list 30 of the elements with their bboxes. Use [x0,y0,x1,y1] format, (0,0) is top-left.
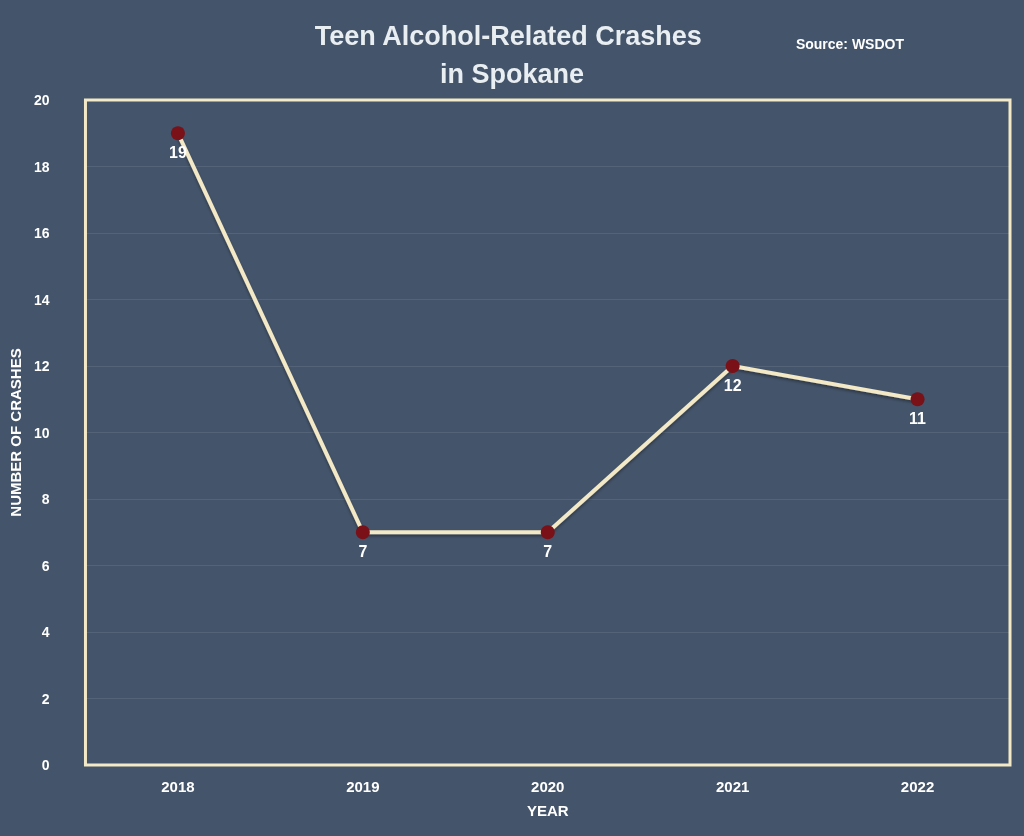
data-label: 12 [723,376,742,394]
chart-title: Teen Alcohol-Related Crashes in Spokane [314,21,710,89]
data-label: 7 [543,542,553,560]
point [725,359,740,373]
data-label: 11 [909,409,927,427]
x-tick-label: 2019 [346,778,380,795]
y-tick-label: 18 [33,158,50,175]
x-tick-label: 2018 [161,778,195,795]
source-note: Source: WSDOT [795,36,905,52]
y-tick-label: 8 [41,491,50,507]
data-label: 19 [169,143,187,161]
y-tick-label: 12 [33,358,50,374]
x-tick-label: 2020 [531,778,565,795]
x-axis-title: YEAR [526,802,569,819]
y-tick-label: 4 [41,624,50,640]
point [540,525,555,540]
data-label: 7 [358,542,368,560]
y-tick-label: 14 [33,291,50,308]
point [910,392,925,407]
y-tick-label: 0 [41,757,50,773]
y-tick-label: 2 [41,690,50,707]
y-tick-label: 16 [33,225,50,241]
y-tick-label: 6 [41,557,50,574]
y-axis-title: NUMBER OF CRASHES [7,348,24,517]
point [170,126,185,141]
x-tick-label: 2021 [715,778,750,795]
y-tick-label: 10 [33,424,50,441]
y-tick-label: 20 [33,92,50,108]
x-tick-label: 2022 [900,778,935,795]
point [355,525,370,540]
